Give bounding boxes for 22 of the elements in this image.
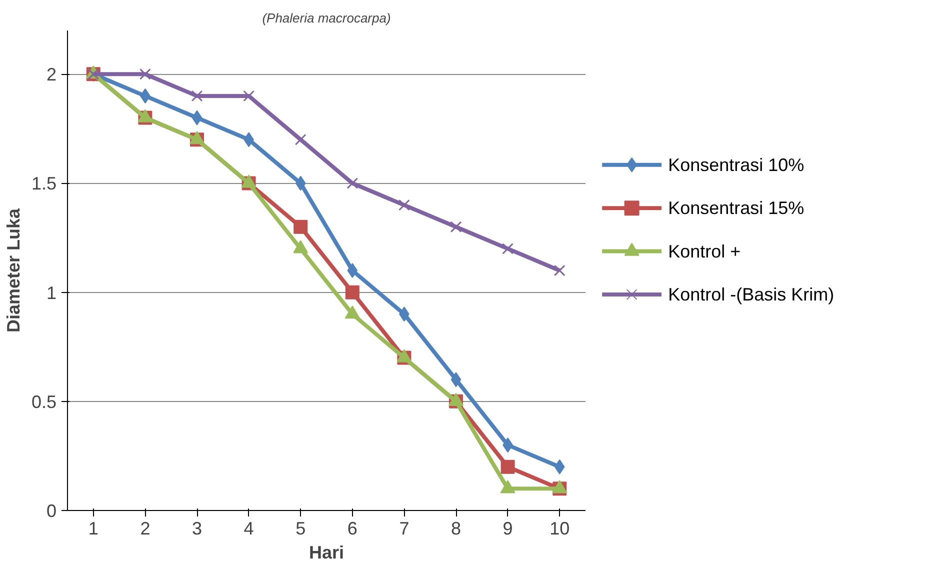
x-tick-label: 6 — [347, 518, 358, 538]
legend-label: Kontrol -(Basis Krim) — [668, 284, 834, 304]
y-tick-label: 1 — [46, 282, 57, 303]
y-tick-label: 0.5 — [31, 392, 57, 412]
legend-label: Kontrol + — [668, 241, 741, 262]
legend-label: Konsentrasi 10% — [668, 154, 804, 175]
x-tick-label: 9 — [502, 518, 513, 538]
x-tick-label: 1 — [88, 518, 98, 538]
x-axis-title: Hari — [308, 542, 344, 562]
x-tick-label: 8 — [450, 518, 462, 538]
x-tick-label: 2 — [140, 518, 150, 538]
x-tick-label: 4 — [244, 518, 254, 538]
y-tick-label: 0 — [46, 501, 57, 521]
chart-title: (Phaleria macrocarpa) — [262, 10, 391, 26]
x-tick-label: 10 — [550, 518, 570, 538]
legend-label: Konsentrasi 15% — [668, 198, 804, 218]
x-tick-label: 5 — [296, 518, 306, 538]
y-tick-label: 2 — [46, 64, 57, 85]
y-tick-label: 1.5 — [31, 174, 57, 194]
x-tick-label: 7 — [399, 518, 410, 538]
y-axis-title: Diameter Luka — [3, 207, 24, 333]
x-tick-label: 3 — [192, 518, 202, 538]
